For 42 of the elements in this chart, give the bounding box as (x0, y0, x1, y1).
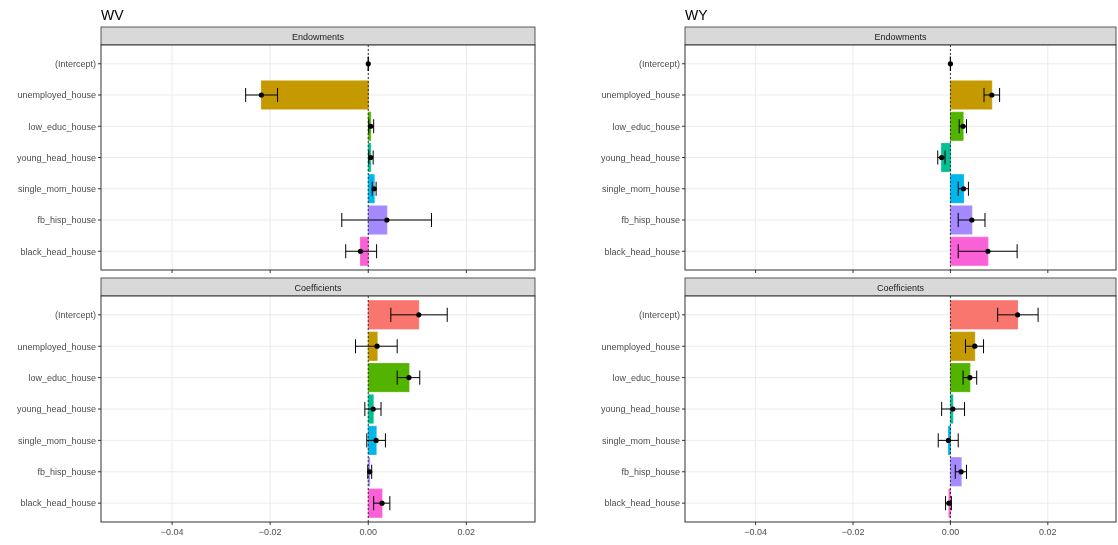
y-tick-label: young_head_house (600, 404, 680, 415)
x-tick-label: −0.02 (841, 527, 865, 537)
chart-subtitle: Coefficients (294, 282, 342, 293)
y-tick-label: (Intercept) (638, 310, 680, 321)
chart-title: WY (685, 7, 709, 23)
y-tick-label: fb_hisp_house (621, 215, 680, 226)
y-tick-label: black_head_house (20, 246, 96, 257)
chart-title: WV (101, 7, 125, 23)
y-tick-label: young_head_house (600, 152, 680, 163)
chart-subtitle: Endowments (291, 31, 345, 42)
x-tick-label: −0.04 (744, 527, 768, 537)
chart-subtitle: Endowments (874, 31, 928, 42)
x-tick-label: 0.02 (457, 527, 476, 537)
y-tick-label: unemployed_house (17, 90, 96, 101)
y-tick-label: low_educ_house (612, 372, 680, 383)
y-tick-label: unemployed_house (601, 90, 680, 101)
x-tick-label: 0.00 (359, 527, 378, 537)
y-tick-label: single_mom_house (601, 435, 680, 446)
y-tick-label: (Intercept) (54, 310, 96, 321)
y-tick-label: (Intercept) (638, 59, 680, 70)
y-tick-label: single_mom_house (601, 184, 680, 195)
y-tick-label: black_head_house (20, 498, 96, 509)
y-tick-label: single_mom_house (17, 435, 96, 446)
x-tick-label: −0.02 (258, 527, 282, 537)
y-tick-label: (Intercept) (54, 59, 96, 70)
y-tick-label: unemployed_house (17, 341, 96, 352)
y-tick-label: unemployed_house (601, 341, 680, 352)
y-tick-label: young_head_house (16, 404, 96, 415)
y-tick-label: young_head_house (16, 152, 96, 163)
y-tick-label: fb_hisp_house (37, 215, 96, 226)
y-tick-label: low_educ_house (612, 121, 680, 132)
chart-subtitle: Coefficients (877, 282, 925, 293)
x-tick-label: −0.04 (160, 527, 184, 537)
y-tick-label: black_head_house (604, 498, 680, 509)
x-tick-label: 0.00 (941, 527, 960, 537)
y-tick-label: single_mom_house (17, 184, 96, 195)
y-tick-label: low_educ_house (28, 121, 96, 132)
y-tick-label: black_head_house (604, 246, 680, 257)
y-tick-label: low_educ_house (28, 372, 96, 383)
y-tick-label: fb_hisp_house (37, 467, 96, 478)
y-tick-label: fb_hisp_house (621, 467, 680, 478)
x-tick-label: 0.02 (1039, 527, 1057, 537)
